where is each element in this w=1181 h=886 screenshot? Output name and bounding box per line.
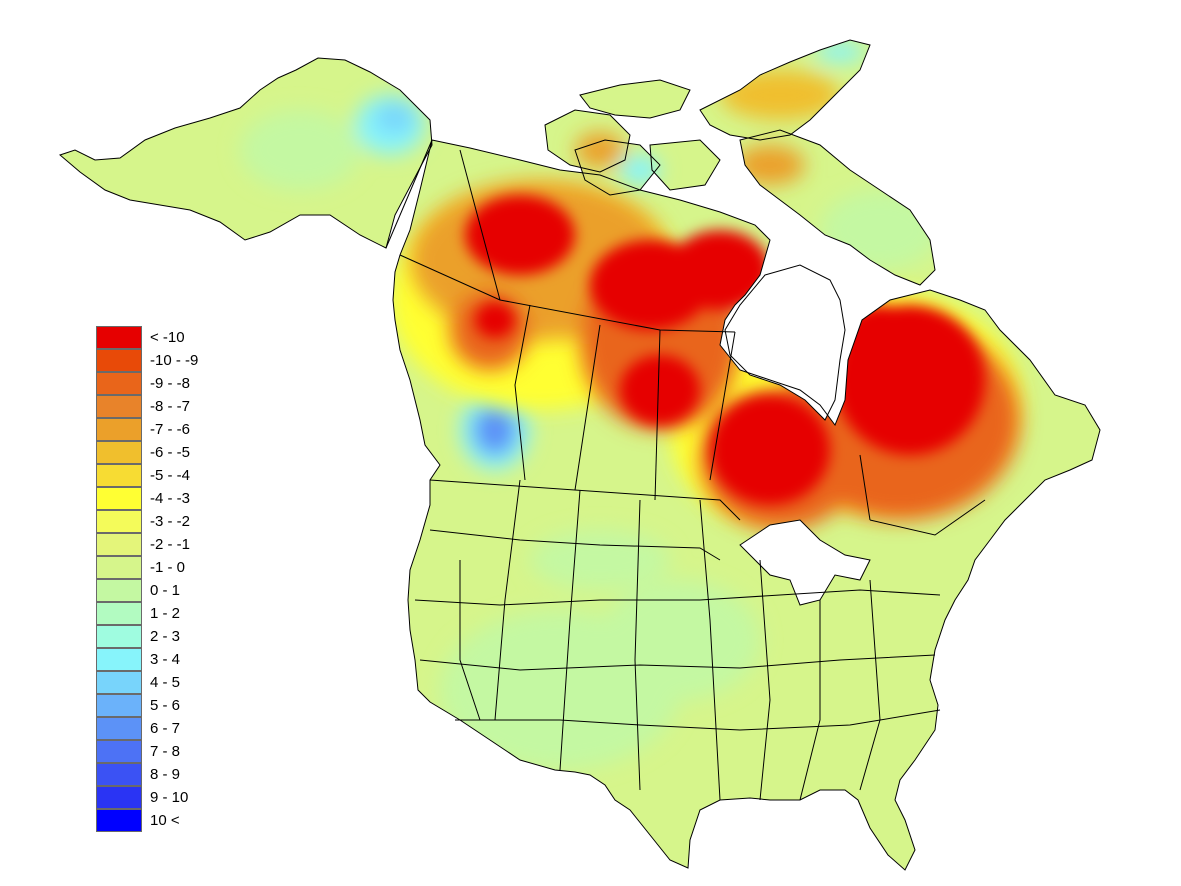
legend-label: 5 - 6 [150, 697, 181, 714]
legend-swatch [96, 763, 142, 786]
legend-swatch [96, 533, 142, 556]
legend-swatch [96, 510, 142, 533]
legend-label: -2 - -1 [150, 536, 191, 553]
legend-swatch [96, 349, 142, 372]
legend-swatch [96, 395, 142, 418]
legend-label: 3 - 4 [150, 651, 181, 668]
legend-label: 4 - 5 [150, 674, 181, 691]
legend-label: -1 - 0 [150, 559, 186, 576]
legend-label: -5 - -4 [150, 467, 191, 484]
legend-swatch [96, 579, 142, 602]
legend-label: -9 - -8 [150, 375, 191, 392]
legend-label: 0 - 1 [150, 582, 181, 599]
legend-swatch [96, 671, 142, 694]
legend-swatch [96, 372, 142, 395]
legend-label: -10 - -9 [150, 352, 199, 369]
legend-swatch [96, 556, 142, 579]
legend-label: -8 - -7 [150, 398, 191, 415]
legend-label: 10 < [150, 812, 180, 829]
legend-swatch [96, 809, 142, 832]
coastline [59, 39, 1101, 871]
legend-label: -4 - -3 [150, 490, 191, 507]
legend-swatch [96, 418, 142, 441]
legend-label: -7 - -6 [150, 421, 191, 438]
legend-swatch [96, 648, 142, 671]
legend-label: -3 - -2 [150, 513, 191, 530]
legend-label: 1 - 2 [150, 605, 181, 622]
legend-label: -6 - -5 [150, 444, 191, 461]
water-bodies [724, 264, 871, 606]
hudson-bay [724, 264, 846, 421]
legend-swatch [96, 625, 142, 648]
legend-label: < -10 [150, 329, 185, 346]
legend-swatch [96, 441, 142, 464]
legend-swatch [96, 602, 142, 625]
legend-swatch [96, 786, 142, 809]
great-lakes [739, 519, 871, 606]
legend-label: 9 - 10 [150, 789, 189, 806]
legend-swatch [96, 694, 142, 717]
legend-label: 6 - 7 [150, 720, 181, 737]
legend-swatch [96, 326, 142, 349]
legend-swatch [96, 717, 142, 740]
legend-swatch [96, 487, 142, 510]
legend-swatch [96, 464, 142, 487]
legend-swatch [96, 740, 142, 763]
legend-label: 2 - 3 [150, 628, 181, 645]
legend-label: 7 - 8 [150, 743, 181, 760]
legend-label: 8 - 9 [150, 766, 181, 783]
political-boundaries [385, 139, 986, 801]
